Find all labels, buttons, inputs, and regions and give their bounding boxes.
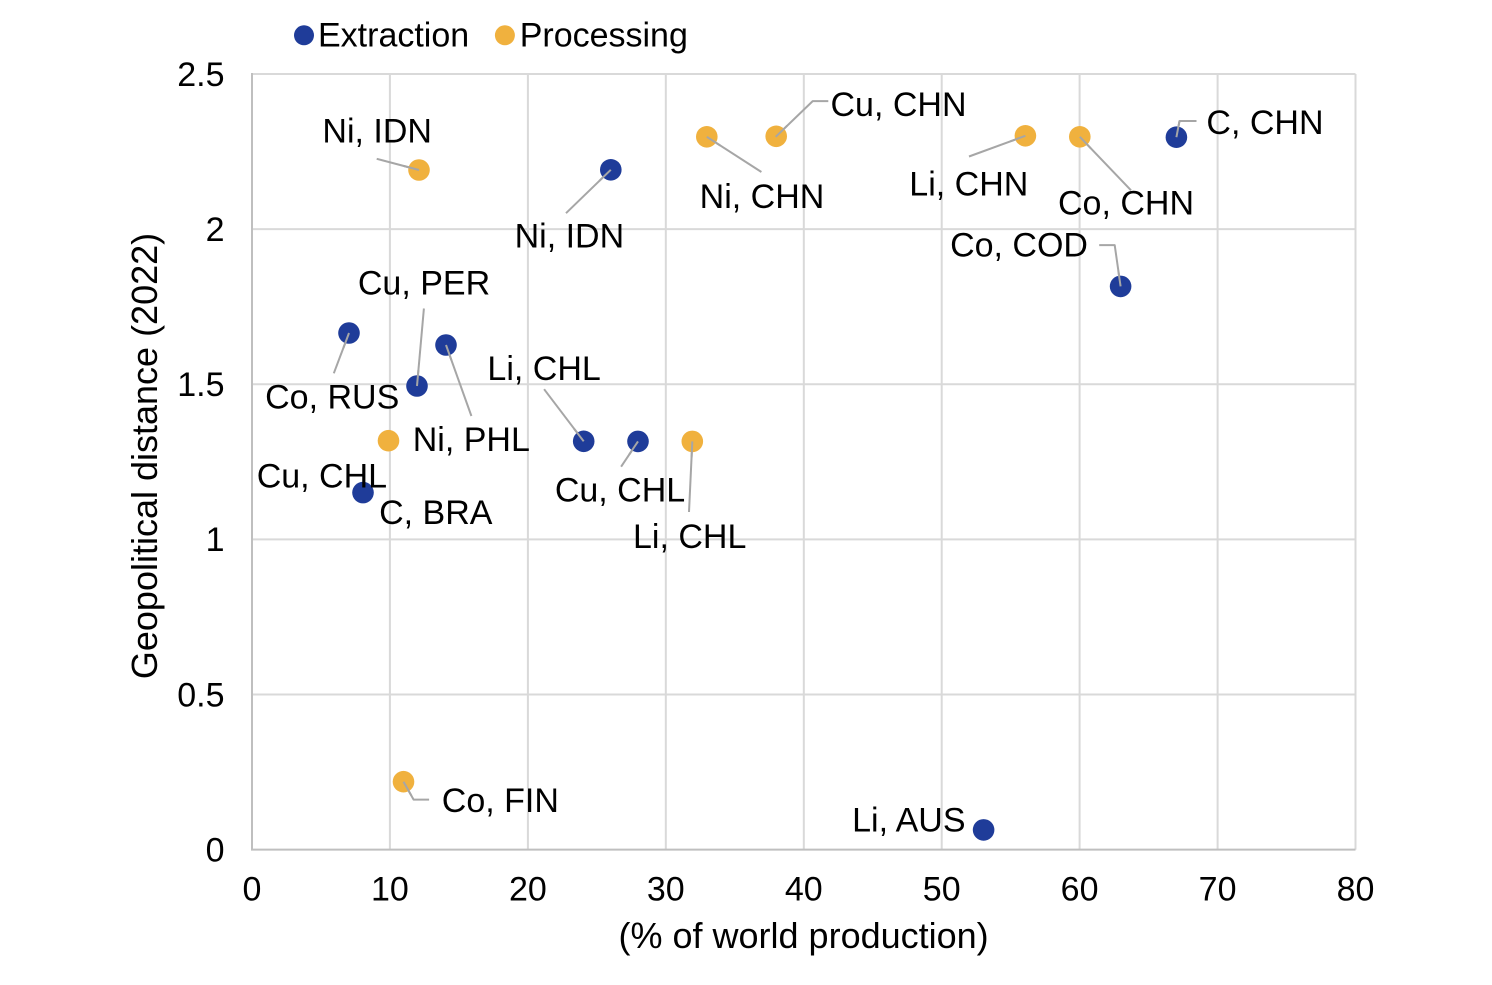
svg-text:Co, CHN: Co, CHN [1058, 184, 1194, 222]
svg-text:Co, RUS: Co, RUS [265, 379, 399, 417]
svg-text:0: 0 [206, 831, 225, 869]
svg-text:30: 30 [647, 871, 685, 909]
svg-text:Geopolitical distance (2022): Geopolitical distance (2022) [124, 233, 165, 679]
svg-text:10: 10 [371, 871, 409, 909]
svg-text:Cu, CHN: Cu, CHN [831, 86, 967, 124]
svg-text:Li, CHL: Li, CHL [633, 518, 746, 556]
svg-text:1.5: 1.5 [177, 366, 224, 404]
svg-text:Co, COD: Co, COD [950, 227, 1088, 265]
svg-text:Cu, CHL: Cu, CHL [555, 472, 685, 510]
svg-text:50: 50 [923, 871, 961, 909]
svg-text:40: 40 [785, 871, 823, 909]
svg-text:Ni, PHL: Ni, PHL [413, 421, 530, 459]
svg-text:Cu, CHL: Cu, CHL [257, 458, 387, 496]
svg-text:Ni, IDN: Ni, IDN [322, 113, 432, 151]
svg-text:0: 0 [243, 871, 262, 909]
svg-text:2: 2 [206, 211, 225, 249]
svg-text:(% of world production): (% of world production) [619, 915, 989, 956]
svg-text:80: 80 [1337, 871, 1375, 909]
svg-text:Li, CHN: Li, CHN [909, 166, 1028, 204]
svg-text:Co, FIN: Co, FIN [442, 782, 559, 820]
svg-text:C, CHN: C, CHN [1206, 104, 1323, 142]
svg-text:Li, AUS: Li, AUS [852, 801, 965, 839]
svg-text:0.5: 0.5 [177, 676, 224, 714]
svg-text:Processing: Processing [520, 17, 688, 55]
svg-text:Ni, IDN: Ni, IDN [515, 218, 625, 256]
svg-text:20: 20 [509, 871, 547, 909]
svg-text:1: 1 [206, 521, 225, 559]
svg-text:Extraction: Extraction [318, 17, 469, 55]
svg-text:60: 60 [1061, 871, 1099, 909]
svg-text:C, BRA: C, BRA [379, 494, 493, 532]
svg-text:2.5: 2.5 [177, 56, 224, 94]
svg-text:70: 70 [1199, 871, 1237, 909]
svg-text:Cu, PER: Cu, PER [358, 265, 490, 303]
svg-text:Ni, CHN: Ni, CHN [700, 178, 825, 216]
svg-text:Li, CHL: Li, CHL [487, 350, 600, 388]
